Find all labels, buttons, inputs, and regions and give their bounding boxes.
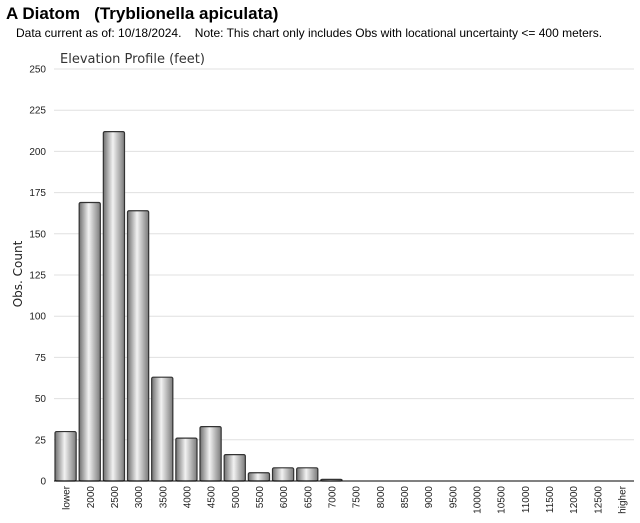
y-tick-label: 100: [29, 312, 46, 323]
x-tick-label: 2500: [110, 486, 121, 509]
x-tick-labels: lower 2000 2500 3000 3500 4000 4500 5000 5500 600…: [62, 485, 629, 513]
x-tick-label: 7500: [352, 486, 363, 509]
x-tick-label: 5000: [231, 486, 242, 509]
y-tick-label: 25: [35, 435, 47, 446]
x-tick-label: 11000: [521, 486, 532, 514]
bar: [199, 426, 222, 482]
bar: [175, 437, 198, 482]
bar: [271, 467, 295, 482]
y-tick-label: 125: [29, 271, 46, 282]
x-tick-label: 6500: [303, 486, 314, 509]
y-tick-label: 250: [29, 65, 46, 76]
y-tick-label: 200: [29, 147, 46, 158]
x-tick-label: 5500: [255, 486, 266, 509]
grid-lines: [54, 68, 634, 441]
y-axis-title: Obs. Count: [11, 240, 25, 307]
x-tick-label: lower: [62, 485, 73, 510]
x-tick-label: 2000: [86, 486, 97, 509]
y-tick-label: 50: [35, 394, 47, 405]
x-tick-label: 6000: [279, 486, 290, 509]
y-tick-labels: 0 25 50 75 100 125 150 175 200 225 250: [29, 65, 46, 488]
bars: [54, 131, 343, 482]
x-tick-label: 11500: [545, 486, 556, 514]
x-tick-label: 10000: [472, 486, 483, 514]
x-tick-label: higher: [617, 485, 628, 513]
bar: [296, 467, 319, 482]
bar: [151, 376, 174, 482]
y-tick-label: 75: [35, 353, 47, 364]
x-tick-label: 4000: [182, 486, 193, 509]
bar: [223, 454, 246, 482]
x-tick-label: 3000: [134, 486, 145, 509]
x-tick-label: 9500: [448, 486, 459, 509]
y-tick-label: 225: [29, 106, 46, 117]
x-tick-label: 4500: [207, 486, 218, 509]
y-tick-label: 0: [40, 477, 46, 488]
y-tick-label: 175: [29, 188, 46, 199]
x-tick-label: 9000: [424, 486, 435, 509]
x-tick-label: 12500: [593, 486, 604, 514]
bar: [78, 201, 101, 482]
y-tick-label: 150: [29, 229, 46, 240]
x-tick-label: 8000: [376, 486, 387, 509]
x-tick-label: 10500: [497, 486, 508, 514]
x-tick-label: 3500: [158, 486, 169, 509]
x-tick-label: 8500: [400, 486, 411, 509]
bar: [247, 472, 271, 482]
page-title: A Diatom (Tryblionella apiculata): [6, 4, 279, 23]
data-note: Data current as of: 10/18/2024. Note: Th…: [16, 26, 603, 40]
chart-title: Elevation Profile (feet): [60, 52, 205, 67]
bar: [54, 430, 77, 482]
x-tick-label: 7000: [327, 486, 338, 509]
bar: [102, 131, 126, 482]
bar: [126, 210, 150, 482]
x-tick-label: 12000: [569, 486, 580, 514]
